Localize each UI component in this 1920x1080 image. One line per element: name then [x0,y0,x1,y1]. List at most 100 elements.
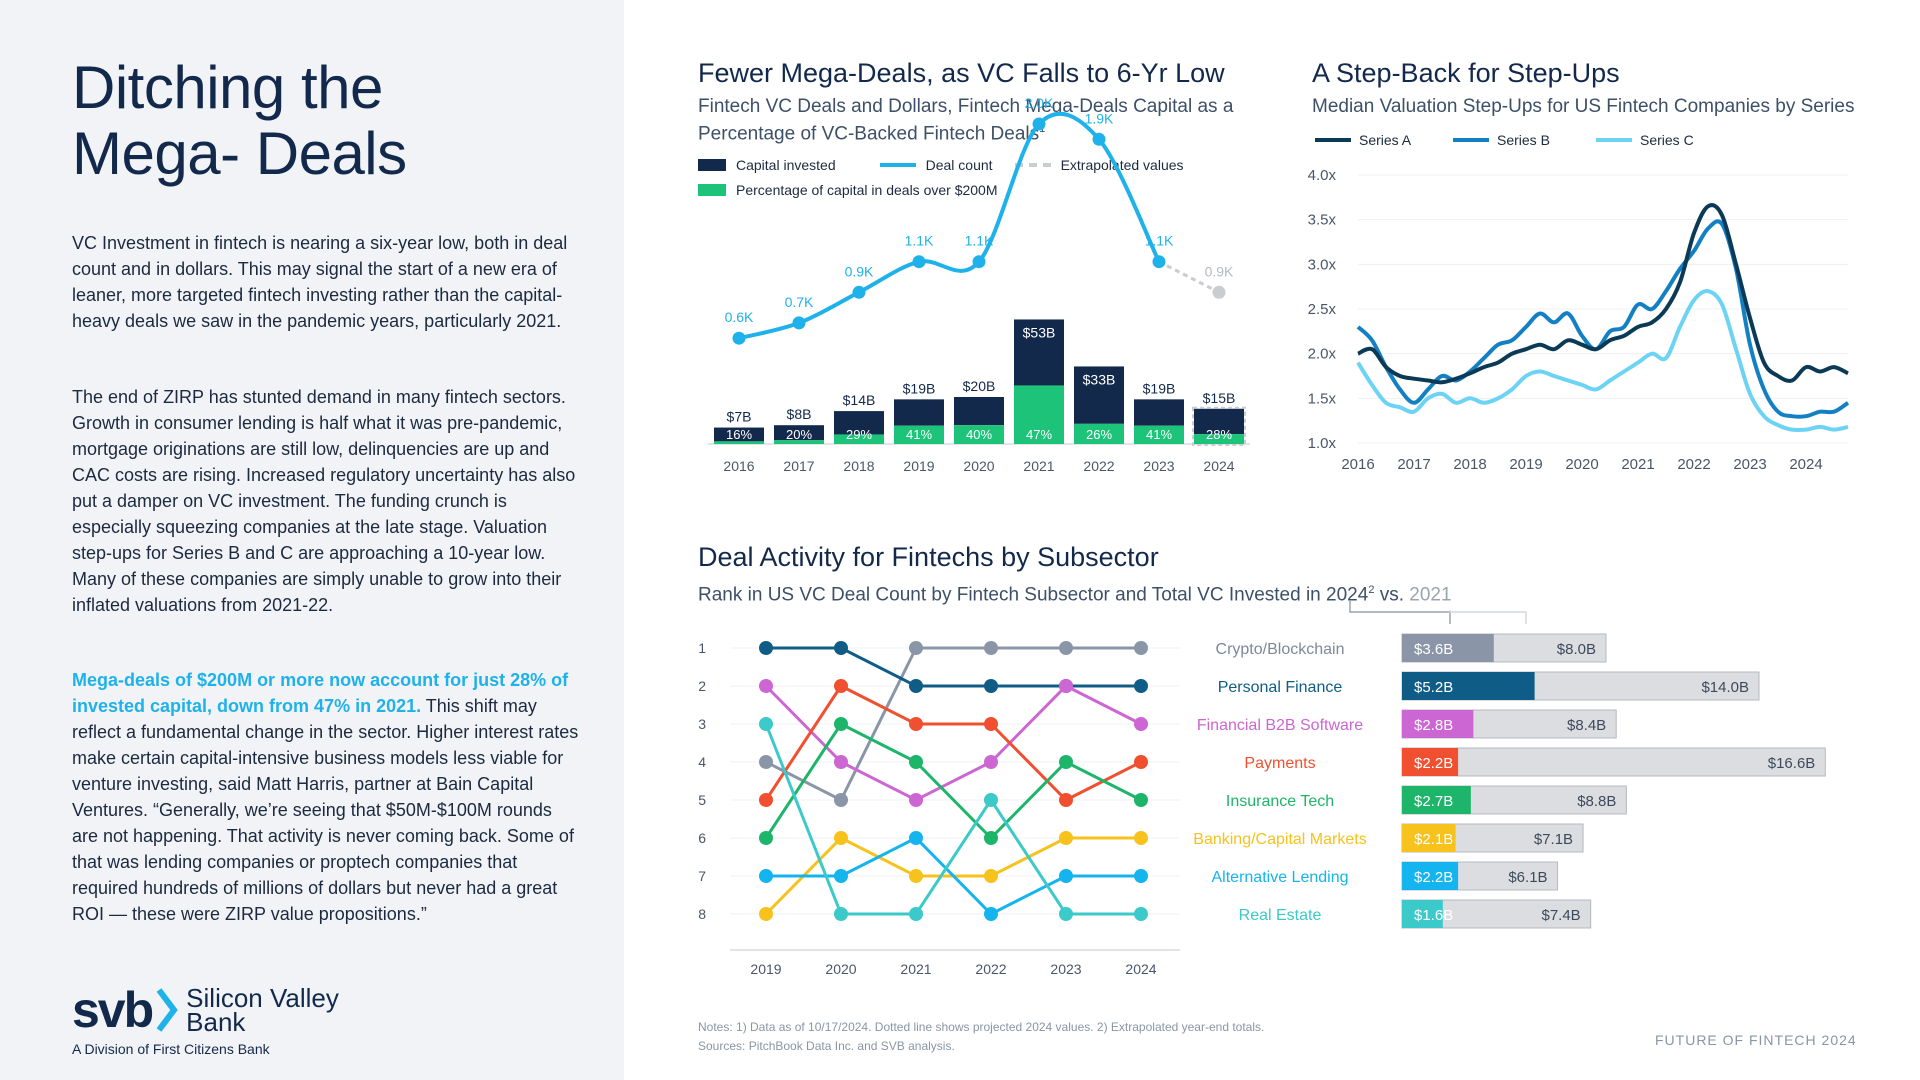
vc-2024-bar [1402,824,1456,852]
rank-line [765,646,1141,803]
mega-deal-bar [1074,423,1124,444]
subsector-label: Financial B2B Software [1197,717,1363,734]
capital-bar [1074,366,1124,424]
chart3-subtitle-vs: vs. [1374,584,1410,606]
rank-tick-label: 7 [698,868,706,884]
x-tick-label: 2023 [1050,961,1081,977]
x-tick-label: 2020 [963,458,994,474]
title-line-2: Mega- Deals [72,120,407,187]
quote-text: This shift may reflect a fundamental cha… [72,696,579,924]
vc-2024-bar [1402,900,1443,928]
rank-point [984,641,998,655]
chart3-subtitle-sup: 2 [1368,584,1375,596]
y-tick-label: 1.0x [1308,435,1337,452]
rank-point [759,717,773,731]
rank-tick-label: 2 [698,678,706,694]
capital-bar [894,399,944,426]
vc-2021-label: $7.4B [1541,907,1580,924]
rank-point [759,831,773,845]
deal-count-label: 1.9K [1085,110,1114,126]
footer-notes: Notes: 1) Data as of 10/17/2024. Dotted … [698,1018,1264,1056]
mega-deal-bar [1194,434,1244,444]
deal-count-label: 0.9K [845,263,874,279]
rank-point [1134,679,1148,693]
rank-line [764,684,1142,802]
rank-point [1134,907,1148,921]
intro-paragraph: VC Investment in fintech is nearing a si… [72,233,568,331]
rank-point [984,907,998,921]
capital-label: $7B [727,409,752,425]
series-line [1356,289,1849,433]
legend-capital-label: Capital invested [736,157,836,173]
capital-bar [774,425,824,441]
rank-tick-label: 3 [698,716,706,732]
deal-count-label: 1.1K [905,233,934,249]
deal-count-point [732,331,746,345]
rank-point [834,641,848,655]
y-tick-label: 4.0x [1308,167,1337,184]
deal-count-point [972,255,986,269]
capital-label: $20B [963,378,996,394]
x-tick-label: 2020 [825,961,856,977]
y-tick-label: 1.5x [1308,390,1337,407]
rank-tick-label: 8 [698,906,706,922]
deal-count-point [1092,132,1106,146]
deal-count-point [1032,117,1046,131]
rank-point [909,679,923,693]
x-tick-label: 2022 [975,961,1006,977]
pct-label: 26% [1086,427,1112,442]
vc-2021-label: $14.0B [1701,679,1749,696]
capital-label: $14B [843,392,876,408]
vc-2021-bar [1401,747,1826,777]
rank-point [984,869,998,883]
pct-label: 16% [726,427,752,442]
x-tick-label: 2019 [1509,456,1542,473]
rank-point [1059,755,1073,769]
deal-count-extrapolated-line [1158,260,1220,294]
x-tick-label: 2023 [1733,456,1766,473]
deal-count-point [1152,255,1166,269]
chart3-subtitle-year: 2021 [1409,584,1452,606]
rank-point [984,679,998,693]
rank-point [909,907,923,921]
rank-point [1059,869,1073,883]
capital-label: $19B [1143,380,1176,396]
subsector-label: Insurance Tech [1226,793,1334,810]
vc-2021-label: $8.4B [1567,717,1606,734]
legend-deals-label: Deal count [925,157,993,173]
capital-label: $15B [1203,390,1236,406]
pct-label: 41% [1146,427,1172,442]
x-tick-label: 2016 [1341,456,1374,473]
rank-point [984,831,998,845]
logo-name-line2: Bank [186,1007,246,1037]
highlight-text: Mega-deals of $200M or more now account … [72,670,569,716]
rank-point [759,679,773,693]
x-tick-label: 2022 [1083,458,1114,474]
vc-2024-bar [1402,786,1471,814]
capital-bar [1134,399,1184,426]
chart3-subtitle: Rank in US VC Deal Count by Fintech Subs… [698,579,1452,606]
deal-count-point [912,255,926,269]
legend-pct-label: Percentage of capital in deals over $200… [736,182,998,198]
mega-deal-bar [1134,425,1184,444]
chart1-legend-row2: Percentage of capital in deals over $200… [698,182,998,198]
vc-2024-label: $2.2B [1414,869,1453,886]
legend-label: Series A [1359,132,1412,148]
chart3-subtitle-main: Rank in US VC Deal Count by Fintech Subs… [698,584,1369,606]
vc-2021-label: $6.1B [1508,869,1547,886]
rank-point [834,869,848,883]
deal-count-label: 0.9K [1205,263,1234,279]
vc-2024-label: $3.6B [1414,641,1453,658]
x-tick-label: 2019 [750,961,781,977]
mega-deal-bar [774,440,824,444]
y-tick-label: 3.0x [1308,256,1337,273]
subsector-label: Payments [1244,755,1315,772]
capital-bar [1194,408,1244,435]
rank-line [764,722,1142,841]
pct-label: 41% [906,427,932,442]
rank-point [759,641,773,655]
rank-point [1134,641,1148,655]
chart1-subtitle-line1: Fintech VC Deals and Dollars, Fintech Me… [698,96,1234,117]
rank-point [909,869,923,883]
subsector-label: Personal Finance [1218,679,1343,696]
